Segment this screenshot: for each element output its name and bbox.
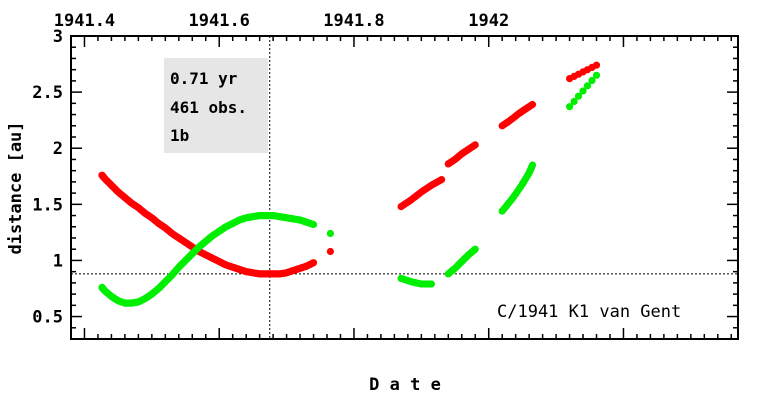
data-point-series-1	[592, 61, 601, 69]
x-tick-label: 1942	[468, 11, 509, 31]
data-point-series-1	[326, 247, 334, 256]
x-axis-title: D a t e	[369, 375, 441, 395]
y-tick-label: 2	[53, 139, 63, 159]
y-tick-label: 1	[53, 251, 63, 271]
info-box: 0.71 yr 461 obs. 1b	[164, 58, 268, 153]
data-point-series-2	[528, 161, 537, 169]
data-point-series-2	[566, 103, 574, 111]
data-point-series-2	[570, 97, 578, 106]
y-tick-label: 2.5	[32, 83, 63, 103]
object-name: C/1941 K1 van Gent	[497, 302, 681, 322]
y-tick-label: 3	[53, 27, 63, 47]
data-point-series-2	[574, 92, 583, 100]
data-point-series-2	[427, 280, 435, 288]
y-axis-title: distance [au]	[6, 121, 26, 254]
info-arc-length: 0.71 yr	[170, 69, 237, 88]
x-tick-label: 1941.8	[323, 11, 384, 31]
plot-frame	[70, 35, 739, 340]
data-points	[98, 61, 601, 307]
info-orbit-code: 1b	[170, 126, 189, 145]
data-point-series-2	[583, 82, 592, 90]
axes: 1941.4 1941.6 1941.8 1942 0.5 1 1.5 2 2.5 3	[32, 11, 739, 340]
info-observation-count: 461 obs.	[170, 98, 247, 117]
info-box-background	[164, 58, 268, 153]
data-point-series-2	[579, 87, 587, 95]
y-tick-label: 0.5	[32, 308, 63, 328]
data-point-series-1	[438, 176, 446, 184]
data-point-series-2	[592, 71, 601, 79]
data-point-series-2	[326, 229, 334, 238]
x-tick-label: 1941.6	[189, 11, 250, 31]
reference-lines	[71, 36, 738, 339]
data-point-series-2	[309, 220, 318, 229]
data-point-series-1	[471, 141, 479, 149]
data-point-series-1	[528, 100, 537, 109]
y-tick-label: 1.5	[32, 195, 63, 215]
data-point-series-2	[471, 245, 479, 253]
x-tick-label: 1941.4	[54, 11, 115, 31]
data-point-series-1	[309, 259, 318, 267]
data-point-series-2	[588, 76, 596, 85]
